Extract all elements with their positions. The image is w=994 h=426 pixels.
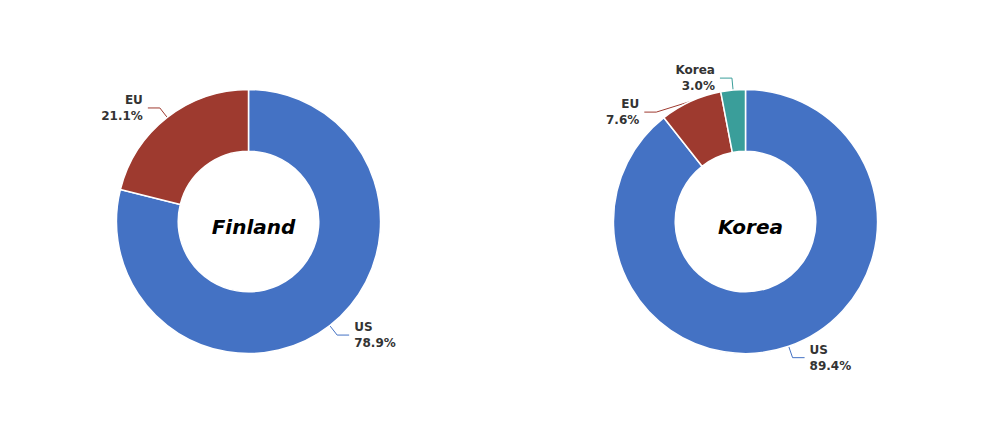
svg-text:89.4%: 89.4% bbox=[810, 359, 852, 373]
svg-text:3.0%: 3.0% bbox=[682, 79, 715, 93]
svg-text:US: US bbox=[354, 320, 372, 334]
svg-text:US: US bbox=[810, 343, 828, 357]
svg-text:Korea: Korea bbox=[675, 63, 715, 77]
svg-text:EU: EU bbox=[621, 97, 639, 111]
svg-text:EU: EU bbox=[125, 93, 143, 107]
svg-text:Finland: Finland bbox=[212, 215, 296, 239]
svg-text:78.9%: 78.9% bbox=[354, 336, 396, 350]
svg-text:21.1%: 21.1% bbox=[101, 109, 143, 123]
svg-text:7.6%: 7.6% bbox=[606, 113, 639, 127]
svg-text:Korea: Korea bbox=[718, 215, 783, 239]
